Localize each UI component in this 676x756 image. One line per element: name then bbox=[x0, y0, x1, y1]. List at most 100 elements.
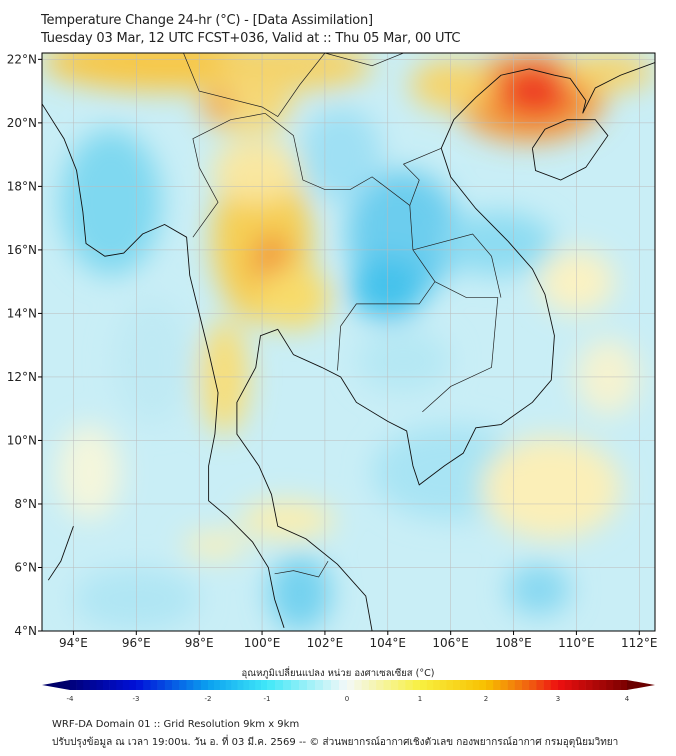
colorbar-tick-label: 0 bbox=[345, 695, 349, 703]
chart-subtitle: Tuesday 03 Mar, 12 UTC FCST+036, Valid a… bbox=[41, 31, 461, 46]
colorbar-tick-label: -4 bbox=[67, 695, 75, 703]
lat-tick-label: 6°N bbox=[14, 560, 37, 574]
temperature-anomaly-region bbox=[183, 532, 247, 558]
lon-tick-label: 108°E bbox=[495, 636, 532, 650]
colorbar-segment bbox=[225, 680, 232, 690]
colorbar-segment bbox=[136, 680, 144, 690]
temperature-anomaly-region bbox=[199, 81, 294, 133]
country-border bbox=[274, 560, 329, 578]
colorbar-max-extend bbox=[627, 680, 655, 690]
temperature-anomaly-region bbox=[497, 65, 574, 117]
colorbar-segment bbox=[453, 680, 460, 690]
colorbar-segment bbox=[571, 680, 579, 690]
lon-tick-label: 104°E bbox=[370, 636, 407, 650]
country-border bbox=[402, 147, 442, 206]
colorbar-segment bbox=[116, 680, 124, 690]
colorbar-segment bbox=[412, 680, 421, 690]
colorbar-segment bbox=[433, 680, 441, 690]
colorbar-segment bbox=[500, 680, 508, 690]
colorbar-tick-label: 3 bbox=[556, 695, 560, 703]
colorbar-segment bbox=[347, 680, 355, 690]
colorbar-segment bbox=[390, 680, 399, 690]
colorbar-segment bbox=[122, 680, 130, 690]
colorbar-segment bbox=[291, 680, 300, 690]
colorbar-segment bbox=[283, 680, 292, 690]
lat-tick-label: 14°N bbox=[7, 306, 37, 320]
colorbar-segment bbox=[398, 680, 406, 690]
lat-tick-label: 20°N bbox=[7, 116, 37, 130]
colorbar-segment bbox=[361, 680, 370, 690]
colorbar-tick-label: -1 bbox=[264, 695, 271, 703]
lat-tick-label: 16°N bbox=[7, 243, 37, 257]
colorbar-segment bbox=[109, 680, 117, 690]
colorbar-segment bbox=[89, 680, 97, 690]
temperature-anomaly-region bbox=[211, 138, 300, 203]
colorbar-segment bbox=[536, 680, 544, 690]
country-border bbox=[324, 53, 404, 67]
colorbar-segment bbox=[529, 680, 537, 690]
country-border bbox=[192, 112, 266, 238]
colorbar-tick-label: -2 bbox=[205, 695, 212, 703]
colorbar-segment bbox=[368, 680, 377, 690]
colorbar-tick-label: -3 bbox=[133, 695, 140, 703]
colorbar-segment bbox=[493, 680, 501, 690]
coastline bbox=[42, 103, 285, 628]
colorbar-segment bbox=[208, 680, 215, 690]
temperature-anomaly-region bbox=[441, 211, 555, 276]
temperature-anomaly-region bbox=[481, 437, 621, 539]
lon-tick-label: 100°E bbox=[244, 636, 281, 650]
lon-tick-label: 98°E bbox=[185, 636, 214, 650]
colorbar-segment bbox=[354, 680, 362, 690]
colorbar-segment bbox=[599, 680, 607, 690]
colorbar-segment bbox=[213, 680, 221, 690]
colorbar-segment bbox=[420, 680, 427, 690]
colorbar-tick-label: 1 bbox=[418, 695, 422, 703]
temperature-anomaly-region bbox=[205, 94, 231, 120]
colorbar-segment bbox=[466, 680, 474, 690]
colorbar-segment bbox=[439, 680, 447, 690]
chart-title: Temperature Change 24-hr (°C) - [Data As… bbox=[41, 13, 373, 28]
colorbar-segment bbox=[83, 680, 91, 690]
colorbar-segment bbox=[514, 680, 523, 690]
colorbar-segment bbox=[620, 680, 628, 690]
colorbar-segment bbox=[164, 680, 173, 690]
lat-tick-label: 8°N bbox=[14, 497, 37, 511]
temperature-anomaly-region bbox=[60, 129, 162, 276]
temperature-anomaly-region bbox=[214, 53, 373, 92]
colorbar-segment bbox=[331, 680, 340, 690]
colorbar-segment bbox=[486, 680, 494, 690]
lon-tick-label: 94°E bbox=[59, 636, 88, 650]
colorbar-segment bbox=[96, 680, 104, 690]
colorbar-segment bbox=[237, 680, 244, 690]
colorbar-segment bbox=[255, 680, 262, 690]
colorbar-segment bbox=[193, 680, 202, 690]
lon-tick-label: 102°E bbox=[307, 636, 344, 650]
colorbar-label: อุณหภูมิเปลี่ยนแปลง หน่วย องศาเซลเซียส (… bbox=[241, 668, 435, 679]
lon-tick-label: 106°E bbox=[432, 636, 469, 650]
colorbar-segment bbox=[507, 680, 516, 690]
colorbar-segment bbox=[186, 680, 194, 690]
colorbar-segment bbox=[376, 680, 384, 690]
colorbar-segment bbox=[143, 680, 151, 690]
colorbar-segment bbox=[339, 680, 348, 690]
coastline bbox=[236, 62, 655, 631]
temperature-anomaly-region bbox=[268, 554, 332, 631]
colorbar-segment bbox=[70, 680, 77, 690]
lat-tick-label: 12°N bbox=[7, 370, 37, 384]
colorbar-segment bbox=[200, 680, 209, 690]
colorbar-segment bbox=[613, 680, 621, 690]
colorbar-segment bbox=[315, 680, 324, 690]
coastline bbox=[47, 526, 74, 581]
colorbar-segment bbox=[323, 680, 332, 690]
colorbar-segment bbox=[558, 680, 566, 690]
lat-tick-label: 22°N bbox=[7, 52, 37, 66]
colorbar: -4 -3 -2 -1 0 1 2 3 4 bbox=[42, 680, 655, 703]
temperature-anomaly-region bbox=[299, 106, 382, 203]
colorbar-segment bbox=[261, 680, 268, 690]
temperature-anomaly-region bbox=[57, 424, 121, 520]
colorbar-segment bbox=[150, 680, 158, 690]
lon-tick-label: 112°E bbox=[621, 636, 658, 650]
country-border bbox=[412, 233, 502, 298]
lat-tick-label: 18°N bbox=[7, 179, 37, 193]
footer-model-info: WRF-DA Domain 01 :: Grid Resolution 9km … bbox=[52, 719, 300, 730]
